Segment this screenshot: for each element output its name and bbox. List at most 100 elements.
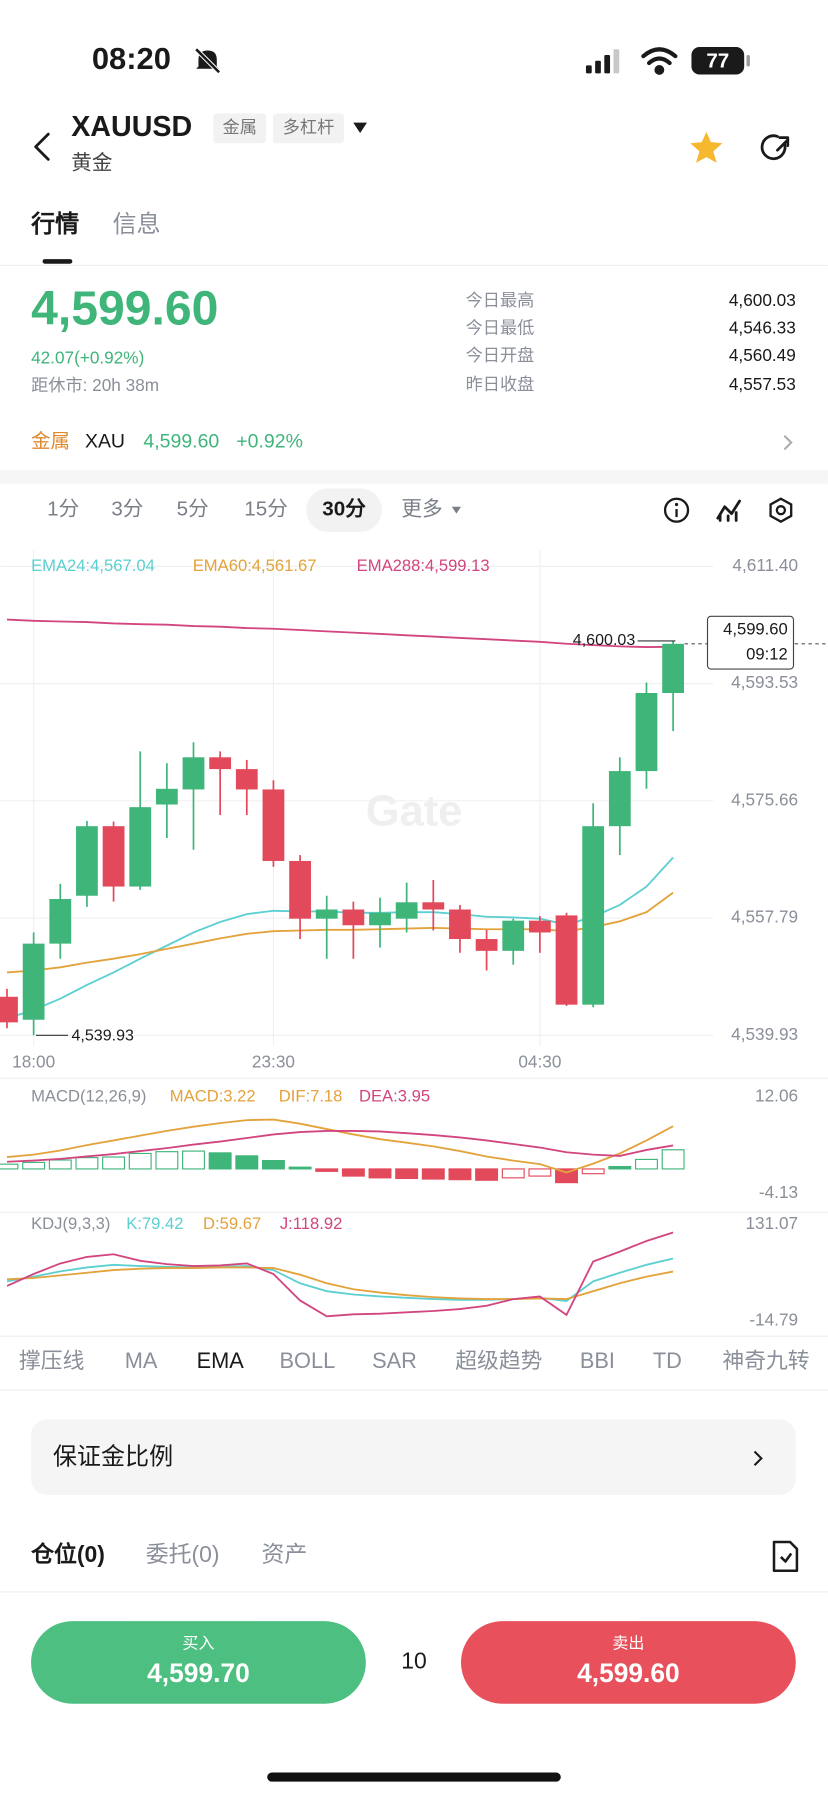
position-tab[interactable]: 资产 xyxy=(262,1541,308,1567)
dropdown-caret xyxy=(451,506,462,514)
interval[interactable]: 30分 xyxy=(322,498,366,521)
candle-body xyxy=(662,643,684,693)
candle-body xyxy=(369,912,391,926)
stat-label: 昨日收盘 xyxy=(466,374,535,394)
macd-bar xyxy=(235,1155,259,1170)
candle-body xyxy=(209,757,232,770)
macd-bar xyxy=(581,1168,605,1175)
favorite-star[interactable] xyxy=(690,131,723,163)
macd-bar xyxy=(661,1149,685,1170)
indicator-tab[interactable]: MA xyxy=(125,1348,158,1373)
position-tabs: 仓位(0) 委托(0) 资产 xyxy=(30,1541,307,1567)
chevron xyxy=(783,434,793,451)
stats: 今日最高 4,600.03 今日最低 4,546.33 今日开盘 4,560.49 昨日收盘… xyxy=(466,290,796,394)
battery-level: 77 xyxy=(706,49,729,72)
orders-history-button[interactable] xyxy=(772,1540,799,1572)
info-button[interactable] xyxy=(663,497,690,523)
y-tick-label: 4,539.93 xyxy=(731,1024,798,1044)
indicator-tab[interactable]: EMA xyxy=(197,1348,245,1373)
symbol-dropdown[interactable] xyxy=(353,122,367,133)
y-tick-label: 4,611.40 xyxy=(732,555,798,575)
y-tick-label: 12.06 xyxy=(755,1086,798,1106)
interval-active-bg xyxy=(306,488,382,532)
mute-icon xyxy=(193,46,222,75)
indicator-tab[interactable]: 撑压线 xyxy=(19,1348,84,1373)
legend-item: K:79.42 xyxy=(126,1214,183,1233)
share-button[interactable] xyxy=(760,134,790,161)
last-price-label: 4,599.60 xyxy=(723,619,788,638)
candle-body xyxy=(289,860,311,919)
interval[interactable]: 更多 xyxy=(401,498,442,521)
indicator-button[interactable] xyxy=(716,499,741,522)
back-button[interactable] xyxy=(34,132,50,161)
wifi-icon xyxy=(641,47,678,75)
chart-area: Gate 18:00 23:30 04:30 4,611.40 4,593.53 4,575… xyxy=(0,550,828,1329)
position-tab[interactable]: 仓位(0) xyxy=(30,1541,105,1567)
tab-bar: 行情 信息 xyxy=(30,210,161,238)
indicator-tab[interactable]: BBI xyxy=(580,1348,615,1373)
indicator-tab[interactable]: 超级趋势 xyxy=(455,1348,542,1373)
position-tab[interactable]: 委托(0) xyxy=(146,1541,220,1567)
related-change: +0.92% xyxy=(236,431,303,453)
indicator-line xyxy=(6,1231,674,1318)
macd-bar xyxy=(75,1157,99,1170)
tab[interactable]: 信息 xyxy=(112,211,160,238)
indicator-tab[interactable]: BOLL xyxy=(280,1348,336,1373)
stat-value: 4,600.03 xyxy=(729,290,796,310)
margin-row[interactable]: 保证金比例 xyxy=(31,1419,796,1496)
candle-body xyxy=(342,909,365,926)
candle-body xyxy=(635,692,658,772)
indicator-line xyxy=(6,1266,674,1301)
macd-bar xyxy=(288,1166,312,1170)
indicator-line xyxy=(6,1129,674,1163)
indicator-tab[interactable]: TD xyxy=(653,1348,682,1373)
tab[interactable]: 行情 xyxy=(30,210,79,238)
interval-bar: 1分 3分 5分 15分 30分 更多 xyxy=(47,488,462,532)
high-marker: 4,600.03 xyxy=(573,631,636,649)
candle-body xyxy=(555,915,578,1005)
candle-body xyxy=(76,826,98,896)
tag-bg xyxy=(213,113,267,144)
related-row[interactable]: 金属 XAU 4,599.60 +0.92% xyxy=(31,431,793,453)
tab-indicator xyxy=(42,259,73,264)
interval[interactable]: 3分 xyxy=(111,498,143,521)
candle-body xyxy=(395,902,418,919)
interval[interactable]: 5分 xyxy=(177,498,209,521)
y-tick-label: 4,557.79 xyxy=(731,907,798,927)
interval[interactable]: 15分 xyxy=(244,498,288,521)
macd-bar xyxy=(208,1152,232,1170)
y-tick-label: 4,593.53 xyxy=(731,672,798,692)
indicator-tab[interactable]: SAR xyxy=(372,1348,417,1373)
low-marker: 4,539.93 xyxy=(71,1027,134,1045)
macd-bar xyxy=(368,1168,392,1179)
macd-bar xyxy=(341,1168,365,1177)
tag-list: 金属 多杠杆 xyxy=(213,113,345,144)
candle-body xyxy=(235,769,258,790)
related-symbol: XAU xyxy=(85,431,125,453)
divider xyxy=(0,1335,828,1337)
divider xyxy=(0,264,828,266)
legend-item: J:118.92 xyxy=(280,1214,343,1233)
legend-item: EMA288:4,599.13 xyxy=(357,556,490,575)
interval[interactable]: 1分 xyxy=(47,498,79,521)
candle-body xyxy=(608,771,631,827)
macd-bar xyxy=(182,1150,205,1170)
buy-label: 买入 xyxy=(182,1634,214,1652)
macd-bar xyxy=(0,1163,19,1170)
quantity[interactable]: 10 xyxy=(401,1647,426,1673)
candle-body xyxy=(315,909,338,919)
buy-button[interactable]: 买入 4,599.70 xyxy=(31,1621,366,1704)
sell-button[interactable]: 卖出 4,599.60 xyxy=(461,1621,796,1704)
macd-bar xyxy=(22,1161,46,1170)
status-time: 08:20 xyxy=(92,41,171,76)
candle-body xyxy=(155,788,178,805)
macd-bar xyxy=(528,1168,552,1177)
settings-button[interactable] xyxy=(769,497,793,523)
indicator-tab[interactable]: 神奇九转 xyxy=(722,1348,809,1373)
candle-body xyxy=(528,920,551,933)
macd-bar xyxy=(395,1168,419,1180)
candle-body xyxy=(262,789,285,861)
candle-body xyxy=(22,943,45,1020)
